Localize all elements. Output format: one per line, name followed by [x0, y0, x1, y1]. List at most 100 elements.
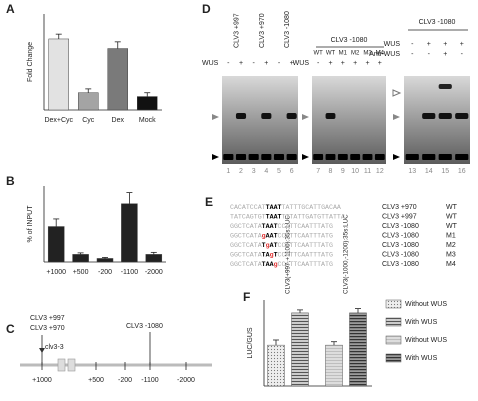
wus-sign: -	[317, 60, 320, 67]
sequence-part: TAAT	[266, 204, 282, 211]
sequence-part: CACATCCAT	[230, 204, 266, 211]
free-probe-band	[350, 154, 361, 160]
y-axis-label: Fold Change	[27, 42, 34, 82]
error-bar	[102, 257, 108, 259]
legend-swatch	[385, 299, 402, 309]
base: A	[274, 204, 278, 211]
probe-label: CLV3 -1080	[382, 261, 419, 268]
sequence-part: gAAT	[262, 232, 278, 239]
base: A	[270, 232, 274, 239]
legend-swatch	[385, 317, 402, 327]
base: T	[274, 232, 278, 239]
row-label: Anti-WUS	[369, 51, 400, 58]
type-label: M2	[446, 242, 456, 249]
free-arrow	[393, 154, 400, 160]
bar	[96, 258, 114, 263]
sequence-part: TAAT	[262, 223, 278, 230]
base: T	[262, 251, 266, 258]
free-probe-band	[337, 154, 348, 160]
base: A	[270, 213, 274, 220]
variant-label: M4	[376, 51, 385, 57]
wus-sign: +	[328, 60, 332, 67]
x-tick-label: +1000	[46, 269, 66, 276]
probe-label: CLV3 -1080	[284, 11, 291, 48]
bar	[325, 344, 343, 387]
sequence-part: TTTATTGATGTTATTA	[282, 213, 345, 220]
row-label: WUS	[202, 60, 219, 67]
shift-band	[325, 113, 336, 119]
base: T	[274, 251, 278, 258]
anti-sign: +	[443, 51, 447, 58]
sequence-part: CCATTCAATTTATG	[278, 242, 333, 249]
sequence: GGCTCATAgAATCCATTCAATTTATG	[230, 232, 333, 239]
free-probe-band	[362, 154, 373, 160]
row-label: WUS	[384, 41, 401, 48]
bar	[121, 203, 138, 263]
mutant-label: clv3-3	[45, 344, 64, 351]
wus-sign: +	[378, 60, 382, 67]
lane-number: 9	[341, 168, 345, 175]
error-bar	[297, 309, 303, 313]
sequence-part: GGCTCATA	[230, 232, 262, 239]
group-label: CLV3(+997,+1100):35s:LUC	[285, 215, 292, 294]
anti-sign: -	[428, 51, 431, 58]
type-label: WT	[446, 213, 458, 220]
bar	[107, 48, 128, 111]
error-bar	[126, 192, 133, 204]
wus-sign: +	[353, 60, 357, 67]
wus-sign: -	[411, 41, 414, 48]
shift-band	[455, 113, 469, 119]
sequence: GGCTCATATAAgCCATTCAATTTATG	[230, 261, 333, 268]
free-probe-band	[235, 154, 247, 160]
position-label: -200	[118, 377, 132, 384]
row-label: WUS	[293, 60, 310, 67]
base: T	[266, 204, 270, 211]
bar	[267, 344, 285, 387]
y-axis-label: % of INPUT	[27, 205, 34, 243]
sequence: CACATCCATTAATTATTTGCATTGACAA	[230, 204, 341, 211]
anti-sign: -	[411, 51, 414, 58]
lane-number: 13	[408, 168, 416, 175]
bar	[349, 312, 367, 387]
x-tick-label: Cyc	[82, 117, 95, 124]
site-label: CLV3 -1080	[126, 323, 163, 330]
base: A	[274, 213, 278, 220]
panel-label: B	[6, 174, 15, 188]
probe-label: CLV3 +997	[233, 13, 240, 48]
probe-label: CLV3 -1080	[331, 37, 368, 44]
panel-label: F	[243, 290, 250, 304]
wus-sign: -	[227, 60, 230, 67]
x-tick-label: Mock	[139, 117, 156, 124]
free-probe-band	[261, 154, 272, 160]
wus-sign: +	[341, 60, 345, 67]
supershift-arrow	[392, 89, 402, 97]
error-bar	[114, 41, 121, 49]
sequence-part: TgAT	[262, 242, 278, 249]
base: A	[266, 251, 270, 258]
free-probe-band	[223, 154, 234, 160]
shift-band	[438, 113, 452, 119]
base: A	[270, 261, 274, 268]
exon	[67, 358, 76, 372]
lane-number: 8	[329, 168, 333, 175]
variant-label: WT	[314, 51, 324, 57]
lane-number: 12	[376, 168, 384, 175]
gel	[312, 76, 386, 164]
base: T	[266, 213, 270, 220]
legend-swatch	[385, 335, 402, 345]
panel-label: E	[205, 195, 213, 209]
gel	[222, 76, 298, 164]
base: g	[274, 261, 278, 268]
sequence-part: TATCAGTGT	[230, 213, 266, 220]
sequence-part: GGCTCATA	[230, 242, 262, 249]
anti-sign: -	[461, 51, 464, 58]
error-bar	[53, 218, 60, 227]
type-label: M1	[446, 232, 456, 239]
base: A	[270, 223, 274, 230]
base: T	[262, 261, 266, 268]
wus-sign: +	[460, 41, 464, 48]
shift-arrow	[393, 114, 400, 120]
free-probe-band	[248, 154, 259, 160]
bar	[78, 92, 99, 111]
probe-label: CLV3 -1080	[382, 251, 419, 258]
